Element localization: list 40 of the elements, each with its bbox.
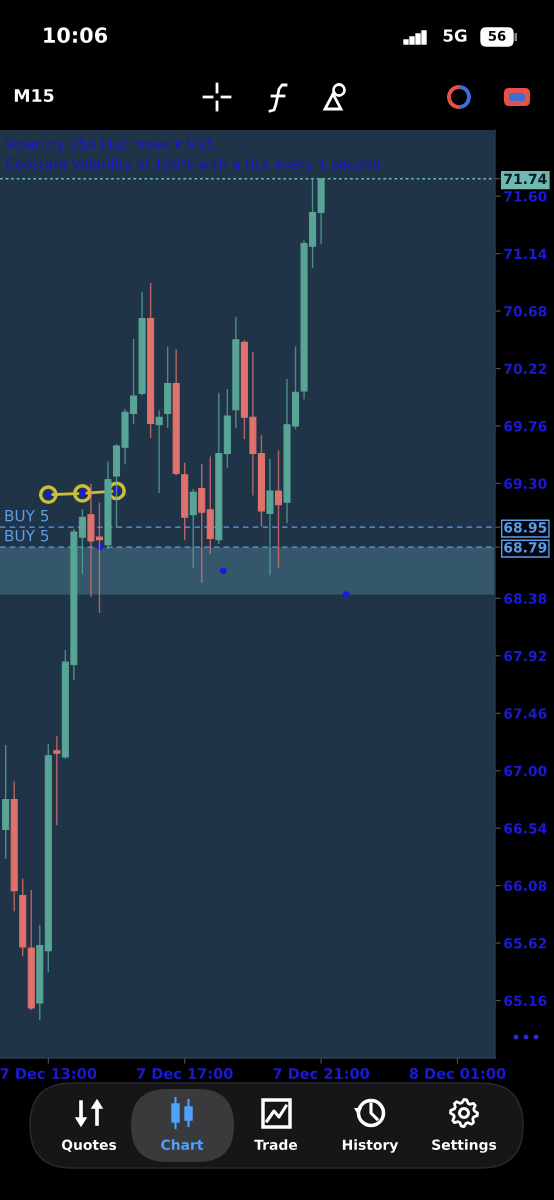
candlestick (189, 489, 197, 568)
y-tick-label: 66.54 (504, 823, 547, 834)
candlestick (198, 464, 206, 583)
x-tick-label: 7 Dec 17:00 (137, 1067, 233, 1080)
y-tick-label: 65.62 (504, 938, 547, 949)
text: Volatility 150 (1s) Index ▾ M15 (5, 138, 215, 152)
text: Chart (161, 1139, 204, 1151)
candlestick (155, 410, 163, 493)
candlestick (266, 459, 274, 576)
y-tick-label: 67.00 (504, 765, 547, 777)
text: 5G (443, 29, 467, 42)
y-tick-label: 67.46 (504, 708, 547, 719)
x-tick-label: 8 Dec 01:00 (409, 1067, 506, 1080)
text: Settings (432, 1139, 497, 1153)
y-tick-label: 67.92 (504, 650, 547, 662)
candlestick (53, 736, 61, 826)
y-tick-label: 69.30 (504, 478, 547, 489)
y-tick-label: 69.76 (504, 420, 547, 432)
y-tick-label: 71.14 (504, 248, 547, 259)
text: Quotes (61, 1139, 117, 1152)
text: History (342, 1139, 399, 1153)
y-tick-label: 71.74 (504, 173, 547, 184)
text: 56 (488, 30, 506, 41)
y-tick-label: 68.79 (504, 542, 547, 553)
y-tick-label: 66.08 (504, 880, 547, 892)
y-tick-label: 71.60 (504, 191, 547, 202)
y-tick-label: 70.68 (504, 306, 547, 317)
x-tick-label: 7 Dec 21:00 (273, 1067, 370, 1080)
text: M15 (14, 89, 54, 103)
ref-line-label: BUY 5 (5, 530, 49, 542)
candlestick (274, 450, 283, 568)
text: 10:06 (44, 27, 108, 44)
y-tick-label: 68.38 (504, 593, 547, 604)
y-tick-label: 65.16 (504, 995, 547, 1007)
x-tick-label: 7 Dec 13:00 (0, 1067, 97, 1080)
text: Constant Volatility of 150% with a tick every 1 second (5, 158, 380, 172)
y-tick-label: 70.22 (504, 363, 547, 375)
y-tick-label: 68.95 (504, 522, 547, 533)
text: Trade (254, 1139, 298, 1151)
ref-line-label: BUY 5 (5, 510, 49, 522)
